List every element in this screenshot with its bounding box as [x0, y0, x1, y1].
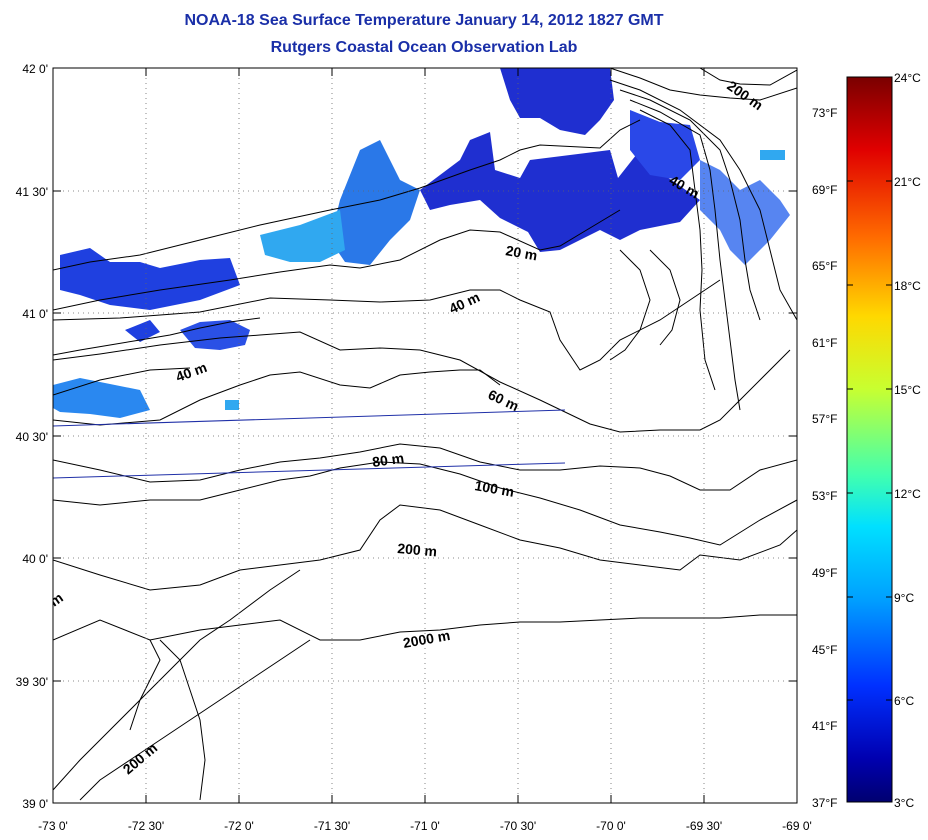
- celsius-label: 21°C: [894, 175, 921, 189]
- lon-label: -69 30': [686, 819, 722, 833]
- map-content: 200 m 40 m 20 m 40 m 40 m 60 m 80 m 100 …: [53, 68, 797, 803]
- contour-label-100m: 100 m: [473, 477, 515, 500]
- figure-subtitle: Rutgers Coastal Ocean Observation Lab: [271, 39, 578, 56]
- colorbar-gradient: [846, 76, 893, 803]
- fahrenheit-label: 69°F: [812, 183, 837, 197]
- contour-label-80m: 80 m: [371, 450, 405, 470]
- lon-label: -72 0': [224, 819, 254, 833]
- longitude-labels: -73 0' -72 30' -72 0' -71 30' -71 0' -70…: [38, 819, 812, 833]
- fahrenheit-label: 49°F: [812, 566, 837, 580]
- grid-lines: [53, 68, 797, 803]
- contour-label-200m: 200 m: [397, 540, 438, 559]
- celsius-label: 3°C: [894, 796, 914, 810]
- fahrenheit-label: 41°F: [812, 719, 837, 733]
- fahrenheit-label: 65°F: [812, 259, 837, 273]
- celsius-label: 15°C: [894, 383, 921, 397]
- celsius-label: 12°C: [894, 487, 921, 501]
- sst-patches: [53, 68, 790, 418]
- lat-label: 40 0': [22, 552, 48, 566]
- celsius-label: 18°C: [894, 279, 921, 293]
- lon-label: -70 0': [596, 819, 626, 833]
- fahrenheit-label: 73°F: [812, 106, 837, 120]
- lon-label: -71 30': [314, 819, 350, 833]
- celsius-label: 24°C: [894, 71, 921, 85]
- lon-label: -73 0': [38, 819, 68, 833]
- fahrenheit-label: 45°F: [812, 643, 837, 657]
- lat-label: 41 0': [22, 307, 48, 321]
- latitude-labels: 42 0' 41 30' 41 0' 40 30' 40 0' 39 30' 3…: [16, 62, 48, 811]
- fahrenheit-label: 57°F: [812, 412, 837, 426]
- lon-label: -69 0': [782, 819, 812, 833]
- lon-label: -72 30': [128, 819, 164, 833]
- bathymetry-contours: [53, 68, 797, 801]
- celsius-label: 9°C: [894, 591, 914, 605]
- lon-label: -71 0': [410, 819, 440, 833]
- figure-title: NOAA-18 Sea Surface Temperature January …: [184, 12, 663, 29]
- fahrenheit-label: 53°F: [812, 489, 837, 503]
- lat-label: 42 0': [22, 62, 48, 76]
- tick-marks: [53, 68, 797, 803]
- lat-label: 40 30': [16, 430, 48, 444]
- lat-label: 39 0': [22, 797, 48, 811]
- contour-label-20m: 20 m: [504, 242, 538, 263]
- colorbar: 24°C 21°C 18°C 15°C 12°C 9°C 6°C 3°C: [846, 71, 921, 810]
- lat-label: 41 30': [16, 185, 48, 199]
- celsius-label: 6°C: [894, 694, 914, 708]
- track-lines: [53, 409, 566, 479]
- lat-label: 39 30': [16, 675, 48, 689]
- fahrenheit-labels: 73°F 69°F 65°F 61°F 57°F 53°F 49°F 45°F …: [812, 106, 837, 810]
- fahrenheit-label: 37°F: [812, 796, 837, 810]
- fahrenheit-label: 61°F: [812, 336, 837, 350]
- lon-label: -70 30': [500, 819, 536, 833]
